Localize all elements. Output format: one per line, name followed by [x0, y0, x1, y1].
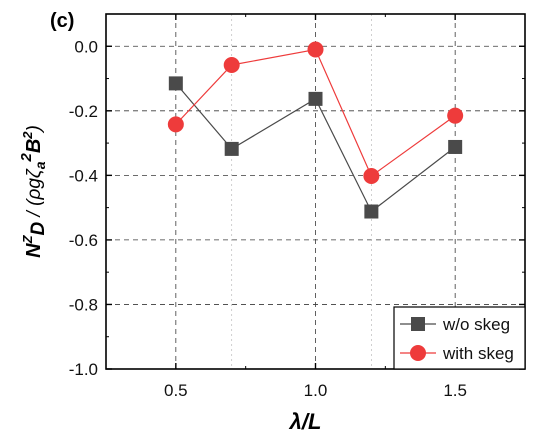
- y-axis-label-part: / (ρgζ: [24, 168, 45, 222]
- y-tick-label: 0.0: [74, 37, 98, 56]
- data-point: [223, 56, 240, 73]
- x-axis-label: λ/L: [289, 409, 322, 434]
- y-axis-label-part: N: [23, 243, 45, 258]
- x-tick-label: 1.0: [304, 381, 328, 400]
- legend-marker: [410, 345, 426, 361]
- y-axis-label-text: NZD / (ρgζa2B2): [18, 125, 49, 258]
- x-axis-label-part: λ: [289, 409, 302, 434]
- x-tick-label: 0.5: [164, 381, 188, 400]
- axis-ticks: 0.0 -0.2 -0.4 -0.6 -0.8 -1.0 0.5 1.0 1.5: [69, 14, 525, 400]
- y-axis-label-part: 2: [18, 153, 35, 163]
- x-axis-label-text: λ/L: [289, 409, 322, 434]
- legend: w/o skeg with skeg: [393, 306, 526, 370]
- series-layer: [167, 41, 464, 219]
- y-tick-label: -0.4: [69, 166, 98, 185]
- legend-marker: [411, 317, 425, 331]
- y-axis-label-part: B: [23, 139, 45, 153]
- y-axis-label-part: 2: [20, 131, 35, 140]
- data-point: [168, 76, 183, 91]
- legend-label: w/o skeg: [442, 315, 510, 334]
- y-axis-label-part: D: [28, 221, 49, 235]
- y-axis-label-part: Z: [20, 234, 35, 244]
- data-point: [308, 91, 323, 106]
- y-axis-label-part: a: [32, 161, 48, 169]
- x-tick-label: 1.5: [443, 381, 467, 400]
- data-point: [363, 168, 380, 185]
- y-tick-label: -0.8: [69, 295, 98, 314]
- y-tick-label: -1.0: [69, 360, 98, 379]
- x-axis-label-part: /L: [301, 409, 322, 434]
- y-axis-label: NZD / (ρgζa2B2): [18, 125, 49, 258]
- y-axis-label-part: ): [24, 125, 45, 133]
- legend-label: with skeg: [442, 344, 514, 363]
- y-tick-label: -0.6: [69, 231, 98, 250]
- y-tick-label: -0.2: [69, 102, 98, 121]
- data-point: [307, 41, 324, 58]
- data-point: [447, 107, 464, 124]
- data-point: [167, 116, 184, 133]
- panel-tag: (c): [50, 10, 74, 32]
- data-point: [224, 141, 239, 156]
- data-point: [364, 204, 379, 219]
- data-point: [448, 139, 463, 154]
